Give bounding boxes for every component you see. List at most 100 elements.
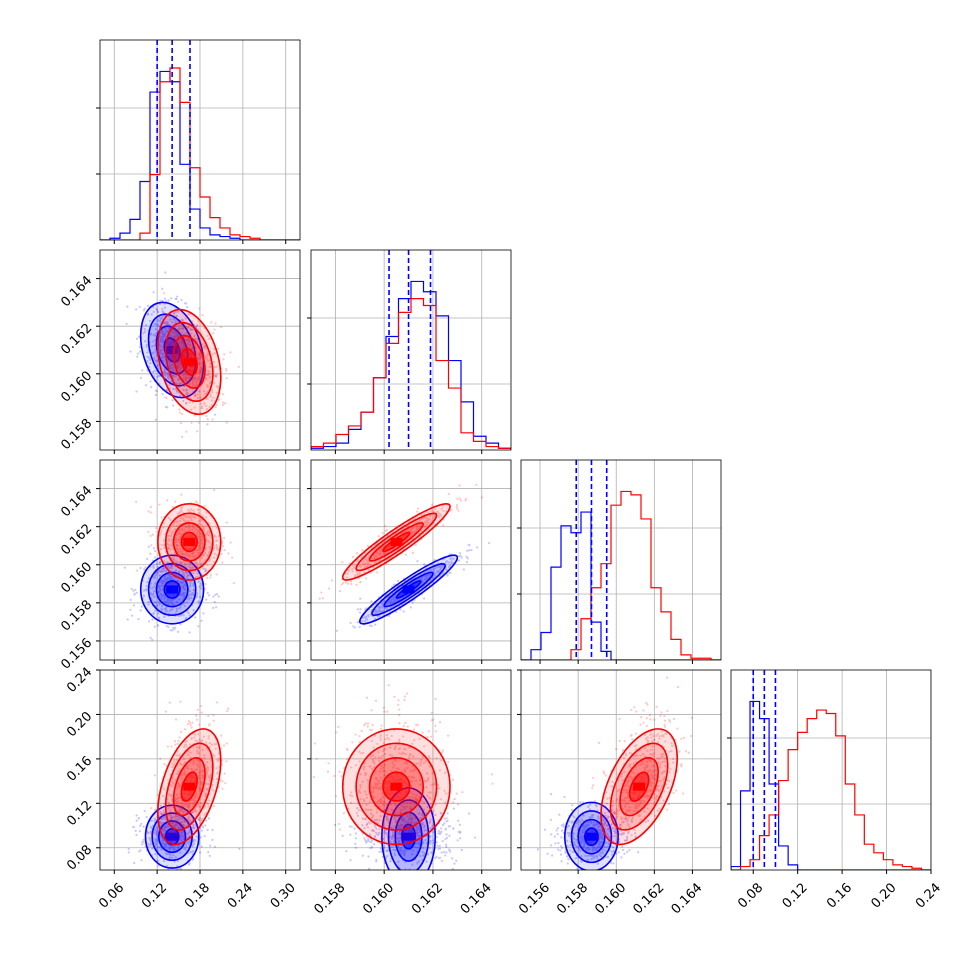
x-tick-label: 0.16	[824, 880, 855, 911]
contour-blue	[139, 554, 205, 625]
contour-red	[628, 771, 650, 802]
panel-2-1	[311, 460, 511, 660]
contour-blue	[158, 820, 187, 854]
contour-red	[157, 503, 222, 581]
contour-red	[355, 742, 438, 831]
y-tick-label: 0.160	[58, 559, 95, 596]
contour-red	[355, 512, 438, 572]
y-tick-label: 0.08	[64, 842, 95, 873]
peak-red	[390, 782, 403, 791]
contour-blue	[570, 810, 613, 864]
y-tick-label: 0.156	[58, 636, 95, 673]
panel-frame	[310, 669, 512, 871]
x-tick-label: 0.12	[139, 880, 170, 911]
peak-red	[183, 782, 196, 791]
panel-3-2	[521, 670, 721, 870]
x-tick-label: 0.162	[409, 880, 446, 917]
x-tick-label: 0.158	[554, 880, 591, 917]
panel-frame	[520, 459, 722, 661]
contour-blue	[144, 804, 200, 869]
panel-1-1	[311, 250, 511, 450]
y-tick-label: 0.164	[58, 273, 95, 310]
contour-red	[180, 348, 198, 376]
histogram-blue	[731, 700, 931, 870]
contour-red	[157, 308, 222, 416]
contour-blue	[139, 301, 205, 399]
contour-red	[172, 522, 206, 562]
contour-red	[368, 756, 424, 817]
y-tick-label: 0.12	[64, 798, 95, 829]
contour-red	[164, 742, 214, 831]
panel-1-0	[100, 250, 300, 450]
x-tick-label: 0.164	[669, 880, 706, 917]
x-tick-label: 0.12	[780, 880, 811, 911]
peak-blue	[166, 832, 179, 841]
contour-red	[600, 728, 678, 846]
contour-blue	[371, 563, 446, 617]
peak-blue	[402, 832, 415, 841]
peak-blue	[166, 346, 179, 354]
x-tick-label: 0.18	[182, 880, 213, 911]
x-tick-label: 0.30	[268, 880, 299, 911]
peak-blue	[402, 585, 415, 594]
panel-frame	[520, 669, 722, 871]
contour-blue	[163, 580, 181, 599]
contour-red	[341, 728, 451, 846]
contour-red	[382, 771, 411, 802]
peak-red	[390, 537, 403, 546]
y-tick-label: 0.16	[64, 754, 95, 785]
contour-red	[172, 756, 206, 817]
y-tick-label: 0.162	[58, 521, 95, 558]
contour-red	[609, 742, 669, 831]
histogram-red	[731, 709, 931, 870]
contour-red	[180, 771, 198, 802]
x-tick-label: 0.160	[360, 880, 397, 917]
contour-blue	[584, 827, 599, 847]
peak-blue	[585, 832, 598, 841]
panel-frame	[310, 459, 512, 661]
contour-red	[157, 728, 222, 846]
contour-red	[368, 522, 424, 562]
y-tick-label: 0.20	[64, 709, 95, 740]
x-tick-label: 0.158	[312, 880, 349, 917]
peak-red	[633, 782, 646, 791]
contour-blue	[577, 818, 606, 855]
contour-blue	[358, 554, 459, 625]
contour-red	[341, 503, 451, 581]
contour-red	[164, 512, 214, 572]
panel-frame	[730, 669, 932, 871]
histogram-blue	[521, 511, 721, 660]
histogram-red	[311, 298, 511, 450]
histogram-blue	[311, 280, 511, 450]
histogram-red	[100, 67, 300, 240]
panel-2-0	[100, 460, 300, 660]
x-tick-label: 0.24	[913, 880, 944, 911]
contour-red	[619, 756, 659, 817]
contour-blue	[383, 571, 434, 608]
panel-3-1	[311, 670, 511, 870]
y-tick-label: 0.162	[58, 321, 95, 358]
panel-3-3	[731, 670, 931, 870]
contour-blue	[147, 313, 197, 387]
panel-frame	[310, 249, 512, 451]
x-tick-label: 0.164	[458, 880, 495, 917]
y-tick-label: 0.160	[58, 369, 95, 406]
contour-blue	[155, 571, 189, 608]
contour-blue	[147, 563, 197, 617]
x-tick-label: 0.08	[735, 880, 766, 911]
panel-0-0	[100, 40, 300, 240]
y-tick-label: 0.158	[58, 598, 95, 635]
contour-blue	[387, 799, 430, 870]
peak-red	[183, 537, 196, 546]
panel-2-2	[521, 460, 721, 660]
panel-3-0	[100, 670, 300, 870]
histogram-red	[521, 490, 721, 660]
x-tick-label: 0.20	[869, 880, 900, 911]
contour-red	[172, 334, 206, 389]
x-tick-label: 0.24	[225, 880, 256, 911]
y-tick-label: 0.158	[58, 416, 95, 453]
x-tick-label: 0.162	[630, 880, 667, 917]
x-tick-label: 0.160	[592, 880, 629, 917]
contour-blue	[401, 823, 417, 850]
